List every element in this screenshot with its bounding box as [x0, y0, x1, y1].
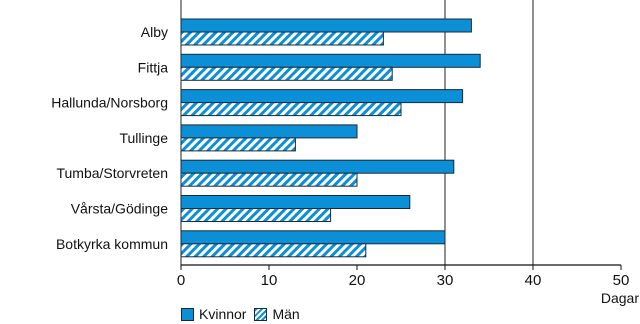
bar-botkyrka-kommun-man — [180, 243, 367, 258]
x-tick-label-10: 10 — [261, 272, 278, 289]
bar-varsta-godinge-man — [180, 208, 332, 222]
legend-label-man: Män — [272, 306, 300, 322]
x-axis-label: Dagar — [601, 290, 639, 306]
x-tick-label-40: 40 — [525, 272, 542, 289]
bar-hallunda-norsborg-man — [180, 102, 402, 117]
legend-swatch-kvinnor — [181, 307, 194, 321]
bar-fittja-man — [180, 66, 393, 81]
bar-varsta-godinge-kvinnor — [180, 195, 411, 209]
legend-label-kvinnor: Kvinnor — [199, 306, 247, 322]
bar-hallunda-norsborg-kvinnor — [180, 89, 464, 104]
legend-item-kvinnor: Kvinnor — [181, 306, 246, 322]
legend-item-man: Män — [254, 306, 300, 322]
bar-alby-man — [180, 31, 384, 46]
bar-alby-kvinnor — [180, 18, 472, 33]
bars — [180, 18, 481, 258]
category-label-alby: Alby — [141, 24, 168, 40]
bar-botkyrka-kommun-kvinnor — [180, 230, 446, 245]
x-tick-label-50: 50 — [613, 272, 630, 289]
x-tick-label-0: 0 — [177, 272, 185, 289]
category-label-tullinge: Tullinge — [119, 130, 168, 146]
category-label-varsta-godinge: Vårsta/Gödinge — [71, 201, 168, 217]
bar-tullinge-kvinnor — [180, 124, 358, 139]
bar-tumba-storvreten-kvinnor — [180, 159, 455, 174]
category-label-hallunda-norsborg: Hallunda/Norsborg — [51, 95, 168, 111]
category-label-fittja: Fittja — [138, 59, 169, 75]
category-labels: Alby Fittja Hallunda/Norsborg Tullinge Tumba… — [51, 24, 168, 252]
legend: Kvinnor Män — [181, 306, 308, 322]
bar-fittja-kvinnor — [180, 53, 481, 68]
category-label-botkyrka-kommun: Botkyrka kommun — [56, 236, 168, 252]
bar-tumba-storvreten-man — [180, 172, 358, 187]
bar-tullinge-man — [180, 137, 296, 152]
category-label-tumba-storvreten: Tumba/Storvreten — [56, 165, 168, 181]
x-tick-label-30: 30 — [437, 272, 454, 289]
legend-swatch-man — [254, 307, 268, 321]
x-tick-label-20: 20 — [349, 272, 366, 289]
